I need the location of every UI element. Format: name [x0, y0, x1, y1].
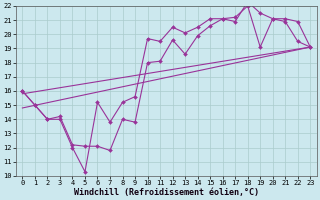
X-axis label: Windchill (Refroidissement éolien,°C): Windchill (Refroidissement éolien,°C) [74, 188, 259, 197]
